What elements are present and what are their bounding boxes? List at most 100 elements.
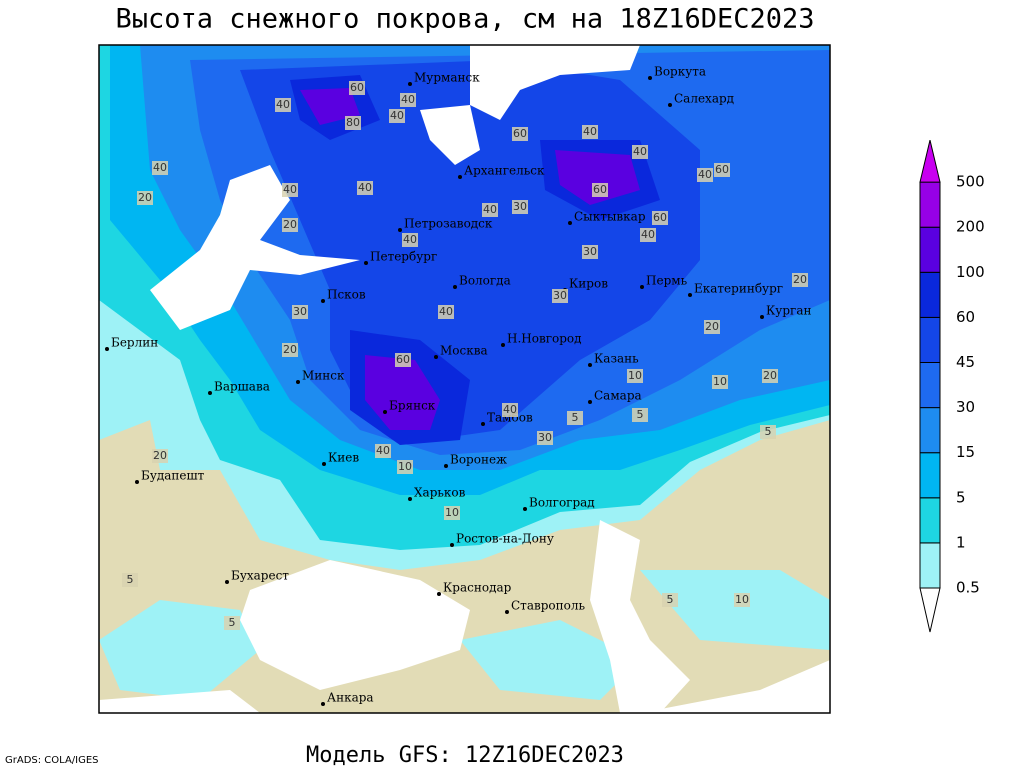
city-label: Будапешт <box>141 469 205 483</box>
sea <box>150 165 360 330</box>
contour-label-bg <box>438 305 454 319</box>
contour-label: 20 <box>283 218 297 231</box>
colorbar-label: 45 <box>956 353 975 371</box>
city-label: Петрозаводск <box>404 217 493 231</box>
snow-05 <box>99 570 830 700</box>
contour-label: 5 <box>572 411 579 424</box>
contour-label-bg <box>482 203 498 217</box>
contour-label: 5 <box>667 593 674 606</box>
city-label: Вологда <box>459 274 511 288</box>
city-dot <box>668 103 672 107</box>
city-label: Харьков <box>414 486 466 500</box>
colorbar-box <box>919 407 941 454</box>
city-dot <box>296 380 300 384</box>
city-dot <box>225 580 229 584</box>
contour-label: 40 <box>641 228 655 241</box>
contour-label-bg <box>652 211 668 225</box>
city-dot <box>322 462 326 466</box>
city-label: Самара <box>594 389 642 403</box>
city-label: Салехард <box>674 92 734 106</box>
contour-label: 40 <box>276 98 290 111</box>
contour-label: 30 <box>513 200 527 213</box>
contour-label-bg <box>697 168 713 182</box>
map <box>98 44 831 714</box>
city-dot <box>588 400 592 404</box>
contour-label-bg <box>662 593 678 607</box>
city-label: Варшава <box>214 380 270 394</box>
contour-label-bg <box>792 273 808 287</box>
contour-label-bg <box>502 403 518 417</box>
city-dot <box>408 82 412 86</box>
contour-label: 60 <box>653 211 667 224</box>
city-dot <box>458 175 462 179</box>
colorbar-box <box>919 271 941 318</box>
contour-label: 30 <box>538 431 552 444</box>
contour-label-bg <box>760 425 776 439</box>
contour-label: 5 <box>229 616 236 629</box>
city-label: Н.Новгород <box>507 332 582 346</box>
contour-label: 30 <box>583 245 597 258</box>
city-dot <box>398 228 402 232</box>
city-label: Минск <box>302 369 345 383</box>
city-label: Анкара <box>327 691 374 705</box>
contour-label: 40 <box>358 181 372 194</box>
contour-label-bg <box>567 411 583 425</box>
contour-label-bg <box>122 573 138 587</box>
contour-label-bg <box>712 375 728 389</box>
contour-label-bg <box>632 145 648 159</box>
colorbar-low <box>919 587 941 633</box>
sea <box>420 105 480 165</box>
city-dot <box>640 285 644 289</box>
contour-label: 40 <box>583 125 597 138</box>
contour-label-bg <box>704 320 720 334</box>
city-dot <box>481 422 485 426</box>
contour-label-bg <box>224 616 240 630</box>
city-dot <box>408 497 412 501</box>
colorbar-box <box>919 181 941 228</box>
city-dot <box>588 363 592 367</box>
city-label: Мурманск <box>414 71 480 85</box>
city-label: Ставрополь <box>511 599 585 613</box>
city-dot <box>648 76 652 80</box>
city-label: Брянск <box>389 399 436 413</box>
city-label: Курган <box>766 304 811 318</box>
sea <box>240 560 470 690</box>
city-dot <box>568 221 572 225</box>
city-label: Петербург <box>370 250 437 264</box>
sea <box>99 660 830 713</box>
contour-label: 10 <box>398 460 412 473</box>
contour-label-bg <box>357 181 373 195</box>
sea <box>470 45 640 120</box>
city-label: Екатеринбург <box>694 282 783 296</box>
contour-label: 60 <box>396 353 410 366</box>
city-label: Берлин <box>111 336 158 350</box>
map-frame <box>98 44 831 714</box>
contour-label: 60 <box>350 81 364 94</box>
colorbar-label: 1 <box>956 533 966 551</box>
contour-label: 40 <box>439 305 453 318</box>
city-dot <box>364 261 368 265</box>
city-label: Киров <box>569 277 608 291</box>
contour-label-bg <box>375 444 391 458</box>
city-dot <box>434 355 438 359</box>
colorbar-label: 15 <box>956 443 975 461</box>
contour-label: 5 <box>765 425 772 438</box>
sea <box>590 520 690 713</box>
city-label: Воркута <box>654 65 706 79</box>
city-label: Бухарест <box>231 569 289 583</box>
city-label: Волгоград <box>529 496 595 510</box>
contour-label: 40 <box>390 109 404 122</box>
contour-label: 10 <box>445 506 459 519</box>
contour-label-bg <box>592 183 608 197</box>
contour-label: 40 <box>633 145 647 158</box>
contour-label-bg <box>282 183 298 197</box>
contour-label: 20 <box>138 191 152 204</box>
contour-label: 20 <box>283 343 297 356</box>
colorbar-label: 200 <box>956 218 985 236</box>
colorbar-label: 100 <box>956 263 985 281</box>
title: Высота снежного покрова, см на 18Z16DEC2… <box>116 4 815 35</box>
city-dot <box>437 592 441 596</box>
colorbar-box <box>919 362 941 409</box>
colorbar-box <box>919 316 941 363</box>
contour-label-bg <box>282 343 298 357</box>
